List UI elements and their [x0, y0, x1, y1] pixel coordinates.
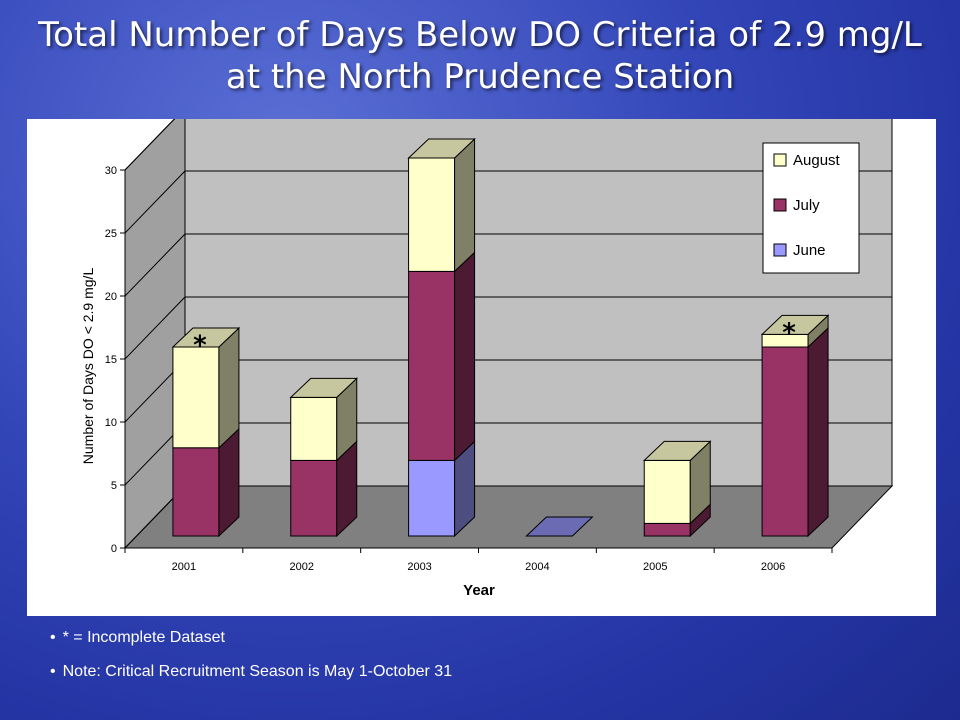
incomplete-marker: * — [193, 331, 207, 361]
x-tick-label: 2003 — [407, 561, 431, 573]
bar-top — [289, 377, 359, 398]
bar-zero — [525, 516, 594, 537]
y-axis-label: Number of Days DO < 2.9 mg/L — [80, 268, 96, 465]
bar-side-july — [454, 251, 476, 462]
bar-segment-june — [408, 459, 456, 537]
legend-swatch-august — [773, 153, 787, 167]
y-tick-label: 10 — [105, 417, 117, 429]
x-tick-label: 2002 — [290, 561, 314, 573]
title-line-1: Total Number of Days Below DO Criteria o… — [38, 15, 922, 55]
bar-top — [407, 138, 476, 159]
x-axis: 2001 2002 2003 2004 2005 2006 — [124, 547, 833, 573]
y-tick-label: 5 — [111, 480, 117, 492]
legend: August July June — [762, 142, 860, 274]
gridline-side — [124, 170, 186, 234]
bar-segment-july — [172, 447, 220, 537]
note-season: Note: Critical Recruitment Season is May… — [62, 663, 453, 680]
legend-label-july: July — [793, 197, 820, 214]
bars — [171, 137, 830, 538]
incomplete-marker: * — [782, 318, 796, 348]
chart-panel: 0 5 10 15 20 25 30 2001 2002 2003 2004 2005 2006 * *… — [27, 119, 936, 616]
legend-label-august: August — [793, 152, 841, 169]
gridline-side — [124, 296, 186, 360]
y-tick-label: 0 — [111, 543, 117, 555]
y-tick-label: 15 — [105, 354, 117, 366]
bar-segment-august — [643, 459, 691, 524]
bullet-icon: • — [50, 629, 56, 646]
slide-title: Total Number of Days Below DO Criteria o… — [0, 14, 960, 98]
bullet-icon: • — [50, 663, 56, 680]
legend-swatch-june — [773, 243, 787, 257]
bar-top — [171, 327, 241, 348]
bar-segment-july — [408, 270, 456, 461]
bar-segment-august — [290, 396, 338, 461]
gridline-side — [124, 233, 186, 297]
note-item: • Note: Critical Recruitment Season is Ma… — [50, 662, 452, 696]
note-item: • * = Incomplete Dataset — [50, 628, 452, 662]
y-tick-label: 20 — [105, 291, 117, 303]
x-tick-label: 2005 — [643, 561, 667, 573]
x-tick-label: 2006 — [761, 561, 785, 573]
bar-segment-july — [761, 346, 809, 537]
bar-side-july — [807, 326, 829, 538]
title-line-2: at the North Prudence Station — [225, 57, 735, 97]
legend-swatch-july — [773, 198, 787, 212]
bar-segment-august — [408, 157, 456, 272]
y-tick-label: 25 — [105, 228, 117, 240]
bar-segment-august — [172, 346, 220, 449]
bar-top — [642, 440, 712, 461]
gridline-side — [124, 119, 176, 171]
bar-segment-july — [643, 522, 691, 537]
bar-side-august — [454, 137, 476, 273]
y-tick-label: 30 — [105, 165, 117, 177]
bar-segment-july — [290, 459, 338, 537]
bar-top — [760, 314, 830, 335]
notes-list: • * = Incomplete Dataset • Note: Critical … — [50, 628, 452, 696]
y-axis: 0 5 10 15 20 25 30 — [105, 165, 126, 555]
x-tick-label: 2004 — [525, 561, 549, 573]
bar-side-august — [218, 326, 240, 449]
note-incomplete: * = Incomplete Dataset — [62, 629, 225, 646]
x-tick-label: 2001 — [172, 561, 196, 573]
incomplete-markers: * * — [193, 318, 796, 361]
x-axis-label: Year — [463, 582, 495, 599]
legend-label-june: June — [793, 242, 826, 259]
